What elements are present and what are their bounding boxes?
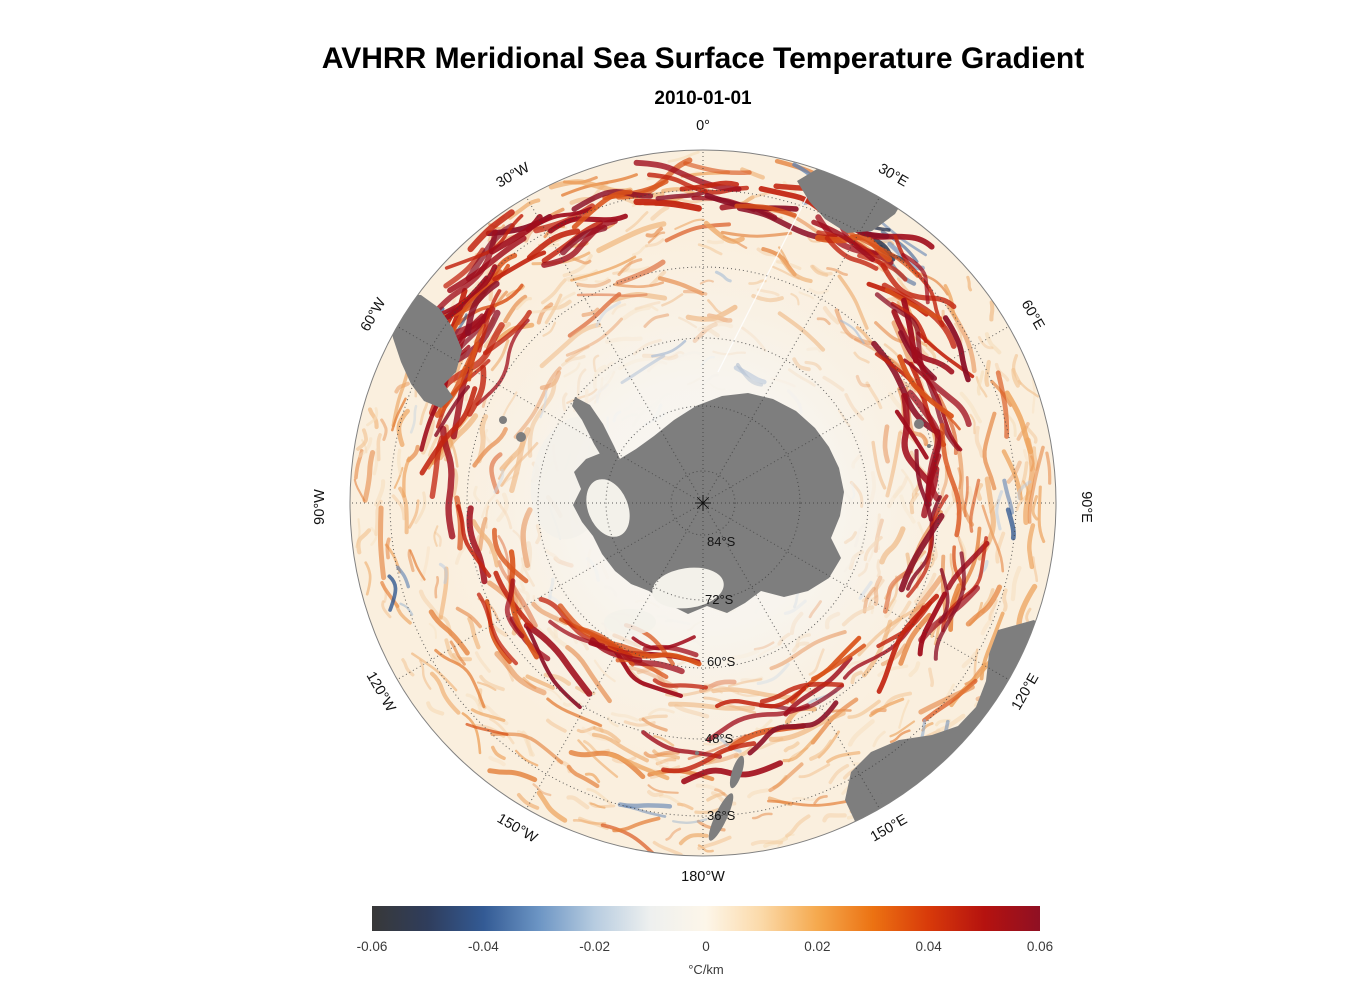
colorbar-tick: -0.02 bbox=[579, 939, 611, 954]
meridian-label-60e: 60°E bbox=[1018, 297, 1048, 333]
parallel-label-36s: 36°S bbox=[707, 808, 736, 823]
meridian-label-60w: 60°W bbox=[358, 295, 390, 334]
meridian-label-30e: 30°E bbox=[875, 161, 911, 191]
meridian-label-180w: 180°W bbox=[681, 869, 725, 885]
parallel-label-48s: 48°S bbox=[705, 731, 734, 746]
parallel-label-72s: 72°S bbox=[705, 592, 734, 607]
colorbar-tick: 0.06 bbox=[1026, 939, 1054, 954]
colorbar-tick: 0 bbox=[702, 939, 710, 954]
colorbar-tick: 0.02 bbox=[804, 939, 831, 954]
map-boundary bbox=[349, 149, 1057, 857]
ross-ice-shelf bbox=[652, 567, 724, 609]
meridian-label-120e: 120°E bbox=[1009, 671, 1043, 714]
colorbar-tick: -0.04 bbox=[467, 939, 499, 954]
figure-subtitle: 2010-01-01 bbox=[654, 88, 752, 109]
data-seam-line bbox=[717, 176, 818, 373]
new-zealand-north-island bbox=[729, 755, 745, 789]
kerguelen-island bbox=[914, 419, 924, 429]
colorbar-tick: -0.06 bbox=[356, 939, 388, 954]
meridian-label-150e: 150°E bbox=[868, 812, 911, 846]
map-clip-group bbox=[350, 150, 1056, 856]
sst-gradient-field-strong bbox=[404, 157, 990, 785]
tasmania bbox=[867, 791, 885, 813]
colorbar-unit-label: °C/km bbox=[688, 962, 724, 977]
antarctic-peninsula bbox=[572, 397, 620, 464]
colorbar-tick: 0.04 bbox=[915, 939, 942, 954]
meridian-label-0: 0° bbox=[696, 118, 710, 134]
meridian-label-30w: 30°W bbox=[494, 160, 533, 192]
figure-title: AVHRR Meridional Sea Surface Temperature… bbox=[321, 42, 1085, 75]
colorbar-area: -0.06 -0.04 -0.02 0 0.02 0.04 0.06 °C/km bbox=[357, 906, 1053, 996]
parallel-label-84s: 84°S bbox=[707, 534, 736, 549]
south-america bbox=[389, 294, 462, 408]
south-georgia-island bbox=[516, 432, 526, 442]
parallel-labels: 84°S 72°S 60°S 48°S 36°S bbox=[705, 534, 736, 823]
polar-map: 84°S 72°S 60°S 48°S 36°S 0° 30°E 60°E 90… bbox=[312, 118, 1094, 885]
meridian-label-120w: 120°W bbox=[363, 669, 399, 715]
meridian-label-90w: 90°W bbox=[312, 489, 328, 525]
meridian-label-90e: 90°E bbox=[1078, 491, 1094, 523]
ronne-ice-shelf bbox=[586, 479, 630, 537]
small-island bbox=[695, 751, 699, 755]
falkland-islands bbox=[499, 416, 507, 424]
parallel-label-60s: 60°S bbox=[707, 654, 736, 669]
new-zealand-south-island bbox=[708, 793, 734, 841]
heard-island bbox=[927, 444, 931, 448]
coastal-ice-patch bbox=[604, 609, 656, 635]
graticule bbox=[350, 150, 1056, 856]
colorbar bbox=[372, 906, 1040, 931]
meridian-label-150w: 150°W bbox=[494, 811, 540, 847]
